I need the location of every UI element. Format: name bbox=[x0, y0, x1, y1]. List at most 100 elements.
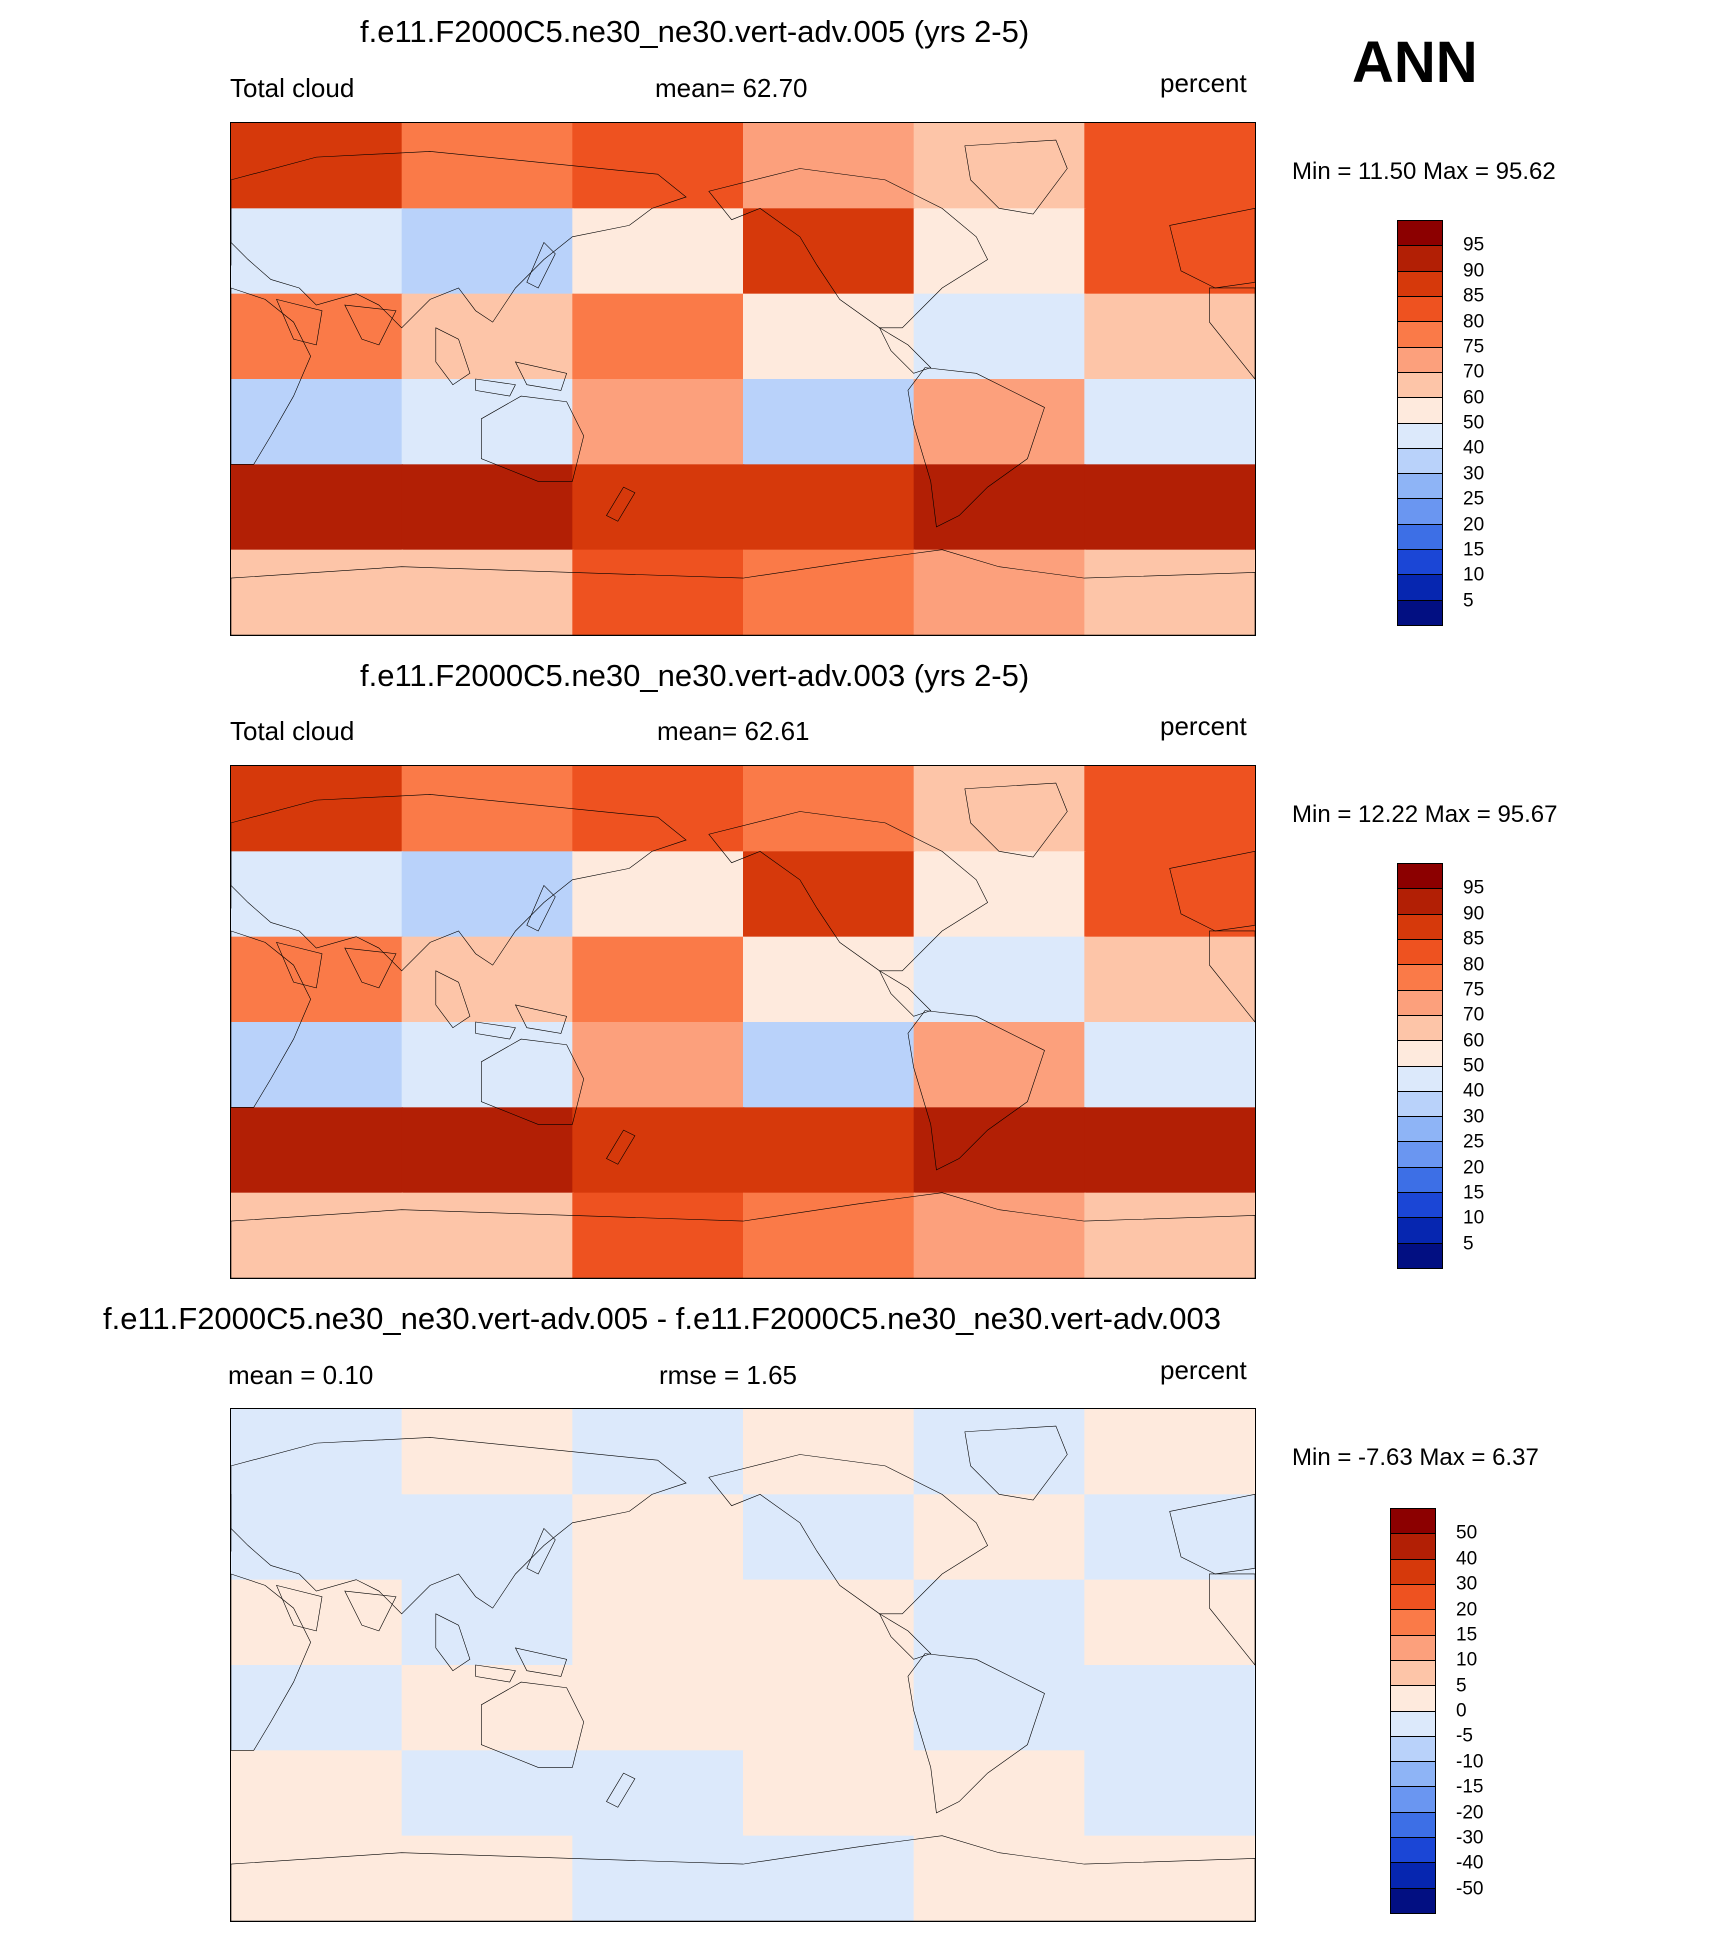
panel3-title: f.e11.F2000C5.ne30_ne30.vert-adv.005 - f… bbox=[103, 1301, 1221, 1336]
colorbar-tick-label: 85 bbox=[1463, 928, 1485, 950]
coastline bbox=[345, 948, 396, 988]
colorbar-tick-label: 90 bbox=[1463, 903, 1485, 925]
coastline bbox=[606, 487, 634, 521]
colorbar-cell bbox=[1398, 398, 1442, 424]
coastline bbox=[436, 1614, 470, 1671]
field-cell bbox=[1084, 464, 1255, 552]
colorbar-cell bbox=[1398, 372, 1442, 399]
coastline bbox=[231, 1437, 686, 1613]
colorbar-tick-label: 40 bbox=[1463, 437, 1485, 459]
panel1-title: f.e11.F2000C5.ne30_ne30.vert-adv.005 (yr… bbox=[360, 14, 1030, 49]
coastline bbox=[880, 971, 931, 1017]
coastline bbox=[231, 931, 311, 1107]
panel2-title: f.e11.F2000C5.ne30_ne30.vert-adv.003 (yr… bbox=[360, 658, 1030, 693]
field-cell bbox=[743, 936, 916, 1024]
field-cell bbox=[401, 293, 574, 381]
colorbar-cell bbox=[1398, 423, 1442, 449]
field-cell bbox=[1084, 1409, 1255, 1496]
field-cell bbox=[743, 1579, 916, 1667]
panel1-mean-label: mean= 62.70 bbox=[655, 73, 808, 103]
field-cell bbox=[572, 1107, 745, 1195]
coastline bbox=[527, 242, 555, 288]
colorbar-cell bbox=[1391, 1534, 1435, 1560]
field-cell bbox=[1084, 208, 1255, 296]
colorbar-tick-label: 20 bbox=[1456, 1599, 1478, 1620]
field-cell bbox=[231, 123, 404, 210]
field-cell bbox=[572, 379, 745, 466]
field-cell bbox=[231, 936, 404, 1024]
colorbar-tick-label: 95 bbox=[1463, 234, 1485, 256]
field-cell bbox=[1084, 766, 1255, 853]
colorbar-cell bbox=[1398, 1243, 1442, 1268]
colorbar-tick-label: 0 bbox=[1456, 1700, 1467, 1722]
field-cell bbox=[231, 851, 404, 939]
field-cell bbox=[743, 851, 916, 939]
colorbar-tick-label: 80 bbox=[1463, 954, 1485, 975]
colorbar-tick-label: 80 bbox=[1463, 311, 1485, 332]
field-cell bbox=[743, 1409, 916, 1496]
field-cell bbox=[401, 123, 574, 210]
colorbar-tick-label: -5 bbox=[1456, 1725, 1473, 1747]
coastline bbox=[476, 1022, 516, 1039]
field-cell bbox=[231, 1750, 404, 1838]
coastline bbox=[345, 305, 396, 345]
panel1-colorbar bbox=[1397, 220, 1443, 626]
coastline bbox=[481, 1039, 583, 1124]
field-cell bbox=[401, 1107, 574, 1195]
field-cell bbox=[572, 549, 745, 635]
colorbar-cell bbox=[1398, 246, 1442, 272]
coastline bbox=[231, 1193, 1255, 1278]
coastline bbox=[527, 885, 555, 931]
colorbar-tick-label: 30 bbox=[1463, 1106, 1485, 1128]
coastline bbox=[709, 1455, 988, 1614]
field-cell bbox=[913, 379, 1086, 466]
colorbar-cell bbox=[1398, 939, 1442, 966]
panel1-left-label: Total cloud bbox=[230, 73, 355, 103]
field-cell bbox=[743, 549, 916, 635]
colorbar-cell bbox=[1391, 1584, 1435, 1611]
field-cell bbox=[743, 1107, 916, 1195]
coastline bbox=[908, 1011, 1045, 1170]
field-cell bbox=[231, 1494, 404, 1582]
field-cell bbox=[231, 1409, 404, 1496]
colorbar-cell bbox=[1398, 499, 1442, 525]
field-cell bbox=[1084, 1192, 1255, 1278]
coastline bbox=[908, 368, 1045, 527]
field-cell bbox=[231, 379, 404, 466]
coastline bbox=[481, 1682, 583, 1767]
field-cell bbox=[743, 1665, 916, 1752]
coastline bbox=[1170, 851, 1255, 931]
panel2-mean-label: mean= 62.61 bbox=[657, 716, 810, 746]
field-cell bbox=[231, 1192, 404, 1278]
field-cell bbox=[572, 1665, 745, 1752]
colorbar-cell bbox=[1398, 889, 1442, 915]
colorbar-cell bbox=[1398, 296, 1442, 323]
field-cell bbox=[913, 1579, 1086, 1667]
coastline bbox=[231, 550, 1255, 635]
colorbar-cell bbox=[1391, 1610, 1435, 1636]
colorbar-cell bbox=[1398, 322, 1442, 348]
field-cell bbox=[572, 766, 745, 853]
coastline bbox=[476, 379, 516, 396]
field-cell bbox=[572, 464, 745, 552]
field-cell bbox=[572, 123, 745, 210]
colorbar-tick-label: 5 bbox=[1463, 1233, 1474, 1255]
field-cell bbox=[913, 293, 1086, 381]
field-cell bbox=[572, 1192, 745, 1278]
panel1-minmax-label: Min = 11.50 Max = 95.62 bbox=[1292, 158, 1556, 185]
panel3-rmse-label: rmse = 1.65 bbox=[659, 1360, 798, 1390]
field-cell bbox=[913, 1022, 1086, 1109]
colorbar-cell bbox=[1398, 1142, 1442, 1168]
colorbar-tick-label: 50 bbox=[1463, 412, 1485, 434]
field-cell bbox=[401, 1750, 574, 1838]
coastline bbox=[1209, 931, 1255, 1022]
colorbar-cell bbox=[1398, 1193, 1442, 1219]
field-cell bbox=[231, 293, 404, 381]
colorbar-tick-label: 85 bbox=[1463, 285, 1485, 307]
field-cell bbox=[572, 1750, 745, 1838]
field-cell bbox=[401, 1835, 574, 1921]
field-cell bbox=[1084, 1022, 1255, 1109]
colorbar-cell bbox=[1398, 1117, 1442, 1143]
colorbar-cell bbox=[1398, 221, 1442, 247]
colorbar-tick-label: -20 bbox=[1456, 1802, 1484, 1823]
